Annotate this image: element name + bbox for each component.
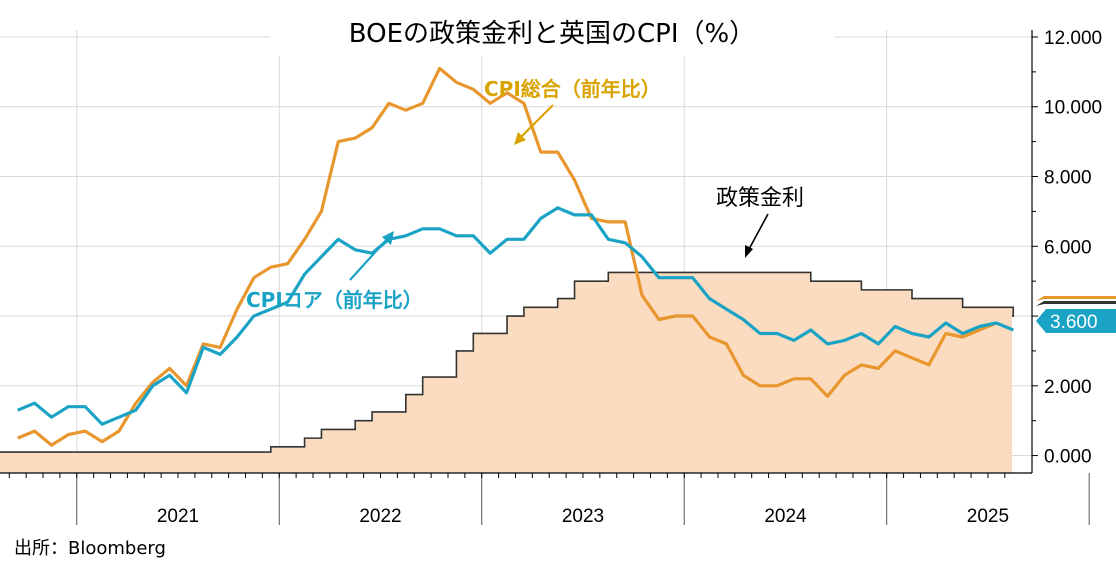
- annotation-cpi-core: CPIコア（前年比）: [246, 288, 423, 312]
- y-tick-label: 12.000: [1044, 28, 1102, 49]
- chart-title: BOEの政策金利と英国のCPI（%）: [349, 19, 755, 49]
- annotation-cpi-core-arrow: [349, 231, 394, 281]
- x-tick-label: 2022: [359, 506, 401, 527]
- annotation-policy-rate-arrow: [745, 213, 769, 258]
- policy-rate-area: [0, 271, 1015, 473]
- y-tick-label: 8.000: [1044, 168, 1092, 189]
- policy-rate-line: [0, 271, 1015, 453]
- x-tick-label: 2021: [157, 506, 199, 527]
- policy-rate-fill: [0, 272, 1014, 473]
- cpi-core-line: [17, 206, 1014, 426]
- series-lines: [17, 66, 1014, 447]
- y-tick-label: 2.000: [1044, 377, 1092, 398]
- y-tick-label: 6.000: [1044, 237, 1092, 258]
- annotation-policy-rate: 政策金利: [716, 186, 804, 211]
- annotation-cpi-total-arrow: [514, 104, 554, 145]
- y-tick-label: 0.000: [1044, 447, 1092, 468]
- x-tick-label: 2024: [764, 506, 807, 527]
- x-tick-label: 2025: [967, 506, 1009, 527]
- y-tick-label: 10.000: [1044, 98, 1102, 119]
- last-value-tag: 3.600: [1036, 309, 1116, 333]
- last-value-markers: [1036, 296, 1116, 306]
- title-background: [270, 10, 835, 56]
- x-tick-label: 2023: [562, 506, 604, 527]
- gridlines: [0, 30, 1032, 473]
- annotation-cpi-total: CPI総合（前年比）: [484, 77, 661, 101]
- cpi-total-line: [17, 66, 998, 447]
- last-value-label: 3.600: [1050, 312, 1098, 333]
- source-note: 出所：Bloomberg: [14, 538, 166, 559]
